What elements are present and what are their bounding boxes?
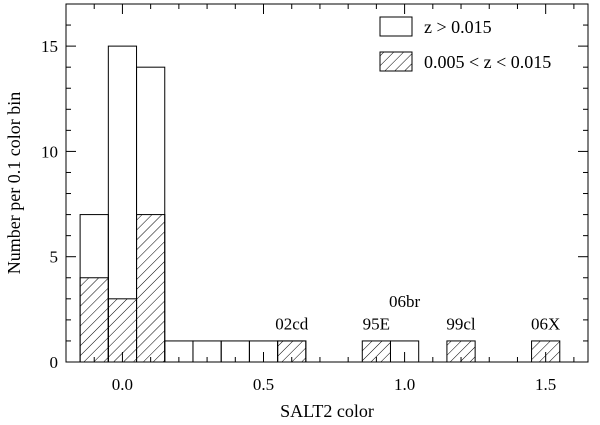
legend: z > 0.015 0.005 < z < 0.015 <box>379 16 551 72</box>
axis-tick-labels: 0.0 0.5 1.0 1.5 0 5 10 15 <box>41 37 556 394</box>
annotation-99cl: 99cl <box>446 314 476 333</box>
axis-ticks <box>66 3 588 363</box>
legend-label-outline: z > 0.015 <box>424 17 492 37</box>
y-tick-label-2: 10 <box>41 142 58 161</box>
annotation-02cd: 02cd <box>275 314 309 333</box>
y-tick-label-1: 5 <box>50 248 59 267</box>
annotation-95E: 95E <box>363 314 390 333</box>
plot-frame <box>65 3 589 363</box>
y-tick-label-3: 15 <box>41 37 58 56</box>
legend-label-hatched: 0.005 < z < 0.015 <box>424 52 551 72</box>
series-hatched-bars <box>79 214 561 363</box>
legend-swatch-outline <box>379 16 413 37</box>
x-tick-label-3: 1.5 <box>535 375 556 394</box>
x-tick-label-0: 0.0 <box>112 375 133 394</box>
annotation-06br: 06br <box>389 292 421 311</box>
bar-hatched-2 <box>136 214 166 363</box>
y-axis-label: Number per 0.1 color bin <box>4 92 24 274</box>
supernova-annotations: 02cd 95E 06br 99cl 06X <box>275 292 560 333</box>
bar-hatched-1 <box>107 298 138 363</box>
bar-hatched-0 <box>79 277 109 363</box>
x-axis-label: SALT2 color <box>280 401 374 421</box>
x-tick-label-1: 0.5 <box>253 375 274 394</box>
legend-swatch-hatched <box>379 51 413 72</box>
x-tick-label-2: 1.0 <box>394 375 415 394</box>
y-tick-label-0: 0 <box>50 353 59 372</box>
annotation-06X: 06X <box>531 314 560 333</box>
